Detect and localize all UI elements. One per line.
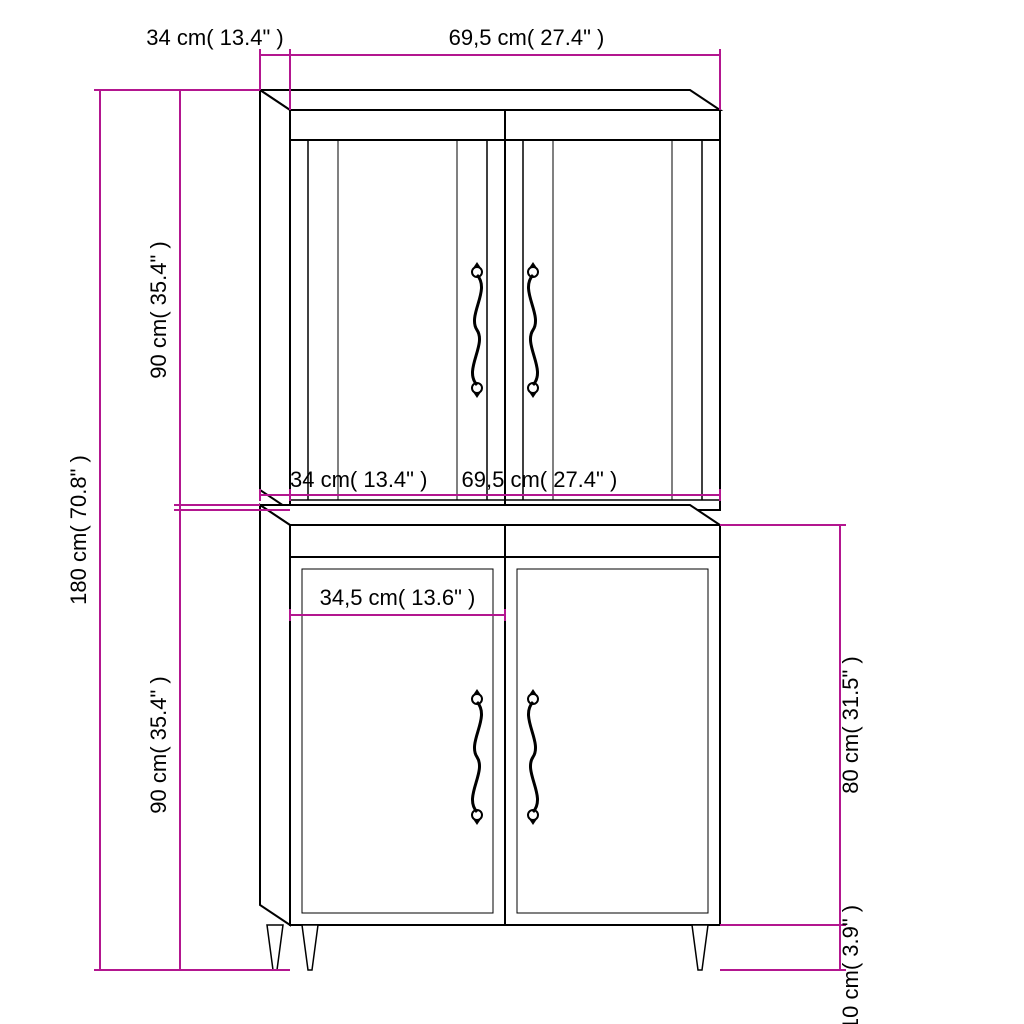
dim-total-height-text: 180 cm( 70.8" ) xyxy=(66,455,91,605)
dim-lower-height-text: 90 cm( 35.4" ) xyxy=(146,676,171,813)
dim-door-width-text: 34,5 cm( 13.6" ) xyxy=(320,585,476,610)
dim-top-width-text: 69,5 cm( 27.4" ) xyxy=(449,25,605,50)
dim-top-depth-text: 34 cm( 13.4" ) xyxy=(146,25,283,50)
dim-upper-height-text: 90 cm( 35.4" ) xyxy=(146,241,171,378)
dim-leg-height-text: 10 cm( 3.9" ) xyxy=(838,905,863,1024)
dim-mid-depth-text: 34 cm( 13.4" ) xyxy=(290,467,427,492)
dim-body-height-text: 80 cm( 31.5" ) xyxy=(838,656,863,793)
dim-mid-width-text: 69,5 cm( 27.4" ) xyxy=(462,467,618,492)
